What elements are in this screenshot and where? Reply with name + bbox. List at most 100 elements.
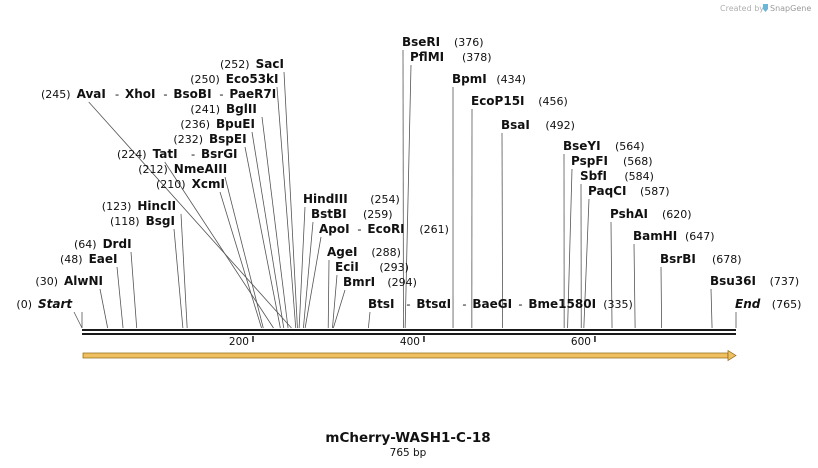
enzyme-name: EcoRI	[367, 222, 404, 236]
enzyme-name: DrdI	[103, 237, 132, 251]
enzyme-label-bseyi: BseYI (564)	[563, 139, 645, 153]
cut-line-tati	[164, 161, 274, 329]
enzyme-position: (241)	[190, 103, 220, 116]
enzyme-position: (765)	[772, 298, 802, 311]
credit-text: Created by	[720, 4, 764, 13]
cut-line-start	[73, 311, 83, 329]
enzyme-label-bmri: BmrI (294)	[343, 275, 417, 289]
enzyme-position: (434)	[496, 73, 526, 86]
enzyme-name: SacI	[256, 57, 284, 71]
enzyme-label-start: (0) Start	[16, 297, 73, 311]
snapgene-logo: SnapGene	[763, 4, 811, 13]
feature-arrowhead	[727, 349, 737, 362]
enzyme-name: PaqCI	[588, 184, 626, 198]
snapgene-logo-icon	[763, 4, 768, 12]
cut-line-bspei	[244, 146, 281, 329]
enzyme-position: (48)	[60, 253, 83, 266]
enzyme-position: (335)	[603, 298, 633, 311]
enzyme-name: PflMI	[410, 50, 444, 64]
cut-line-nmeaiii	[224, 176, 264, 329]
enzyme-position: (250)	[190, 73, 220, 86]
enzyme-position: (376)	[454, 36, 484, 49]
enzyme-name: BsgI	[146, 214, 175, 228]
enzyme-name: AvaI	[77, 87, 106, 101]
enzyme-label-bsgi: (118) BsgI	[110, 214, 175, 228]
feature-arrow	[82, 349, 737, 362]
enzyme-position: (30)	[35, 275, 58, 288]
enzyme-label-bsu36i: Bsu36I (737)	[710, 274, 799, 288]
enzyme-name: BglII	[226, 102, 257, 116]
enzyme-label-bglii: (241) BglII	[190, 102, 256, 116]
backbone-bottom-strand	[82, 333, 736, 335]
sequence-backbone	[82, 329, 736, 335]
enzyme-separator: -	[518, 297, 522, 311]
enzyme-position: (378)	[462, 51, 492, 64]
enzyme-position: (64)	[74, 238, 97, 251]
enzyme-name: BsoBI	[173, 87, 211, 101]
enzyme-labels: (252) SacI(250) Eco53kI(245) AvaI - XhoI - BsoB…	[16, 35, 801, 311]
enzyme-name: XcmI	[192, 177, 225, 191]
enzyme-name: EaeI	[89, 252, 118, 266]
enzyme-name: BstBI	[311, 207, 347, 221]
enzyme-label-eco53ki: (250) Eco53kI	[190, 72, 278, 86]
enzyme-name: Bme1580I	[528, 297, 596, 311]
enzyme-position: (564)	[615, 140, 645, 153]
cut-line-drdi	[130, 251, 138, 329]
enzyme-position: (294)	[387, 276, 417, 289]
enzyme-label-agei: AgeI (288)	[327, 245, 401, 259]
enzyme-position: (245)	[41, 88, 71, 101]
enzyme-separator: -	[357, 222, 361, 236]
enzyme-name: BsaI	[501, 118, 530, 132]
enzyme-position: (232)	[173, 133, 203, 146]
enzyme-label-apoi: ApoI - EcoRI (261)	[319, 222, 449, 236]
enzyme-position: (236)	[180, 118, 210, 131]
cut-line-eco53ki	[276, 86, 297, 329]
enzyme-label-ecop15i: EcoP15I (456)	[471, 94, 568, 108]
cut-line-bsu36i	[710, 288, 713, 329]
enzyme-label-bstbi: BstBI (259)	[311, 207, 393, 221]
enzyme-label-nmeaiii: (212) NmeAIII	[138, 162, 227, 176]
enzyme-label-ecii: EciI (293)	[335, 260, 409, 274]
tick-label-200: 200	[229, 336, 249, 348]
cut-line-pflmi	[404, 64, 412, 329]
enzyme-label-hincii: (123) HincII	[102, 199, 176, 213]
enzyme-name: Eco53kI	[226, 72, 279, 86]
enzyme-position: (678)	[712, 253, 742, 266]
enzyme-label-xcmi: (210) XcmI	[156, 177, 225, 191]
enzyme-position: (259)	[363, 208, 393, 221]
cut-line-bmri	[332, 289, 346, 329]
enzyme-name: BsrGI	[201, 147, 238, 161]
enzyme-name: BpmI	[452, 72, 487, 86]
enzyme-position: (254)	[370, 193, 400, 206]
enzyme-label-alwni: (30) AlwNI	[35, 274, 103, 288]
enzyme-label-bsrbi: BsrBI (678)	[660, 252, 742, 266]
enzyme-name: BseRI	[402, 35, 440, 49]
cut-site-lines	[73, 49, 737, 329]
cut-line-pspfi	[567, 168, 573, 329]
enzyme-position: (584)	[624, 170, 654, 183]
enzyme-separator: -	[406, 297, 410, 311]
enzyme-position: (224)	[117, 148, 147, 161]
enzyme-separator: -	[462, 297, 466, 311]
backbone-top-strand	[82, 329, 736, 331]
cut-line-apoi	[304, 236, 322, 329]
cut-line-bsrbi	[660, 266, 663, 329]
cut-line-btsi	[367, 311, 371, 329]
enzyme-name: PspFI	[571, 154, 608, 168]
enzyme-name: BmrI	[343, 275, 375, 289]
enzyme-name: End	[735, 297, 761, 311]
enzyme-label-bamhi: BamHI (647)	[633, 229, 715, 243]
enzyme-label-pshai: PshAI (620)	[610, 207, 692, 221]
enzyme-name: ApoI	[319, 222, 350, 236]
cut-line-agei	[327, 259, 330, 329]
enzyme-name: Start	[38, 297, 73, 311]
cut-line-hindiii	[298, 206, 306, 329]
enzyme-label-pflmi: PflMI (378)	[410, 50, 492, 64]
enzyme-name: BtsαI	[416, 297, 451, 311]
enzyme-name: BseYI	[563, 139, 601, 153]
enzyme-name: BtsI	[368, 297, 395, 311]
enzyme-separator: -	[163, 87, 167, 101]
cut-line-eaei	[116, 266, 124, 329]
enzyme-label-saci: (252) SacI	[220, 57, 284, 71]
